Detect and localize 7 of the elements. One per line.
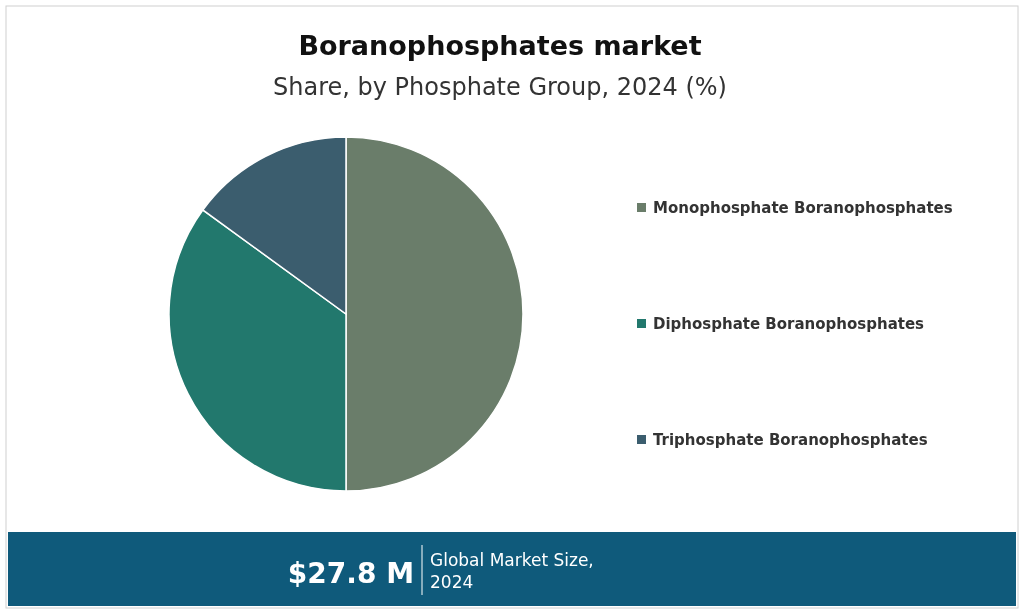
legend-label: Triphosphate Boranophosphates	[653, 431, 928, 449]
chart-title: Boranophosphates market	[298, 30, 702, 61]
legend-label: Diphosphate Boranophosphates	[653, 315, 925, 333]
text: Global Market Size, 2024	[430, 550, 594, 592]
text: $27.8 M	[287, 557, 414, 590]
chart-subtitle: Share, by Phosphate Group, 2024 (%)	[273, 73, 727, 101]
legend-label: Monophosphate Boranophosphates	[653, 199, 953, 217]
